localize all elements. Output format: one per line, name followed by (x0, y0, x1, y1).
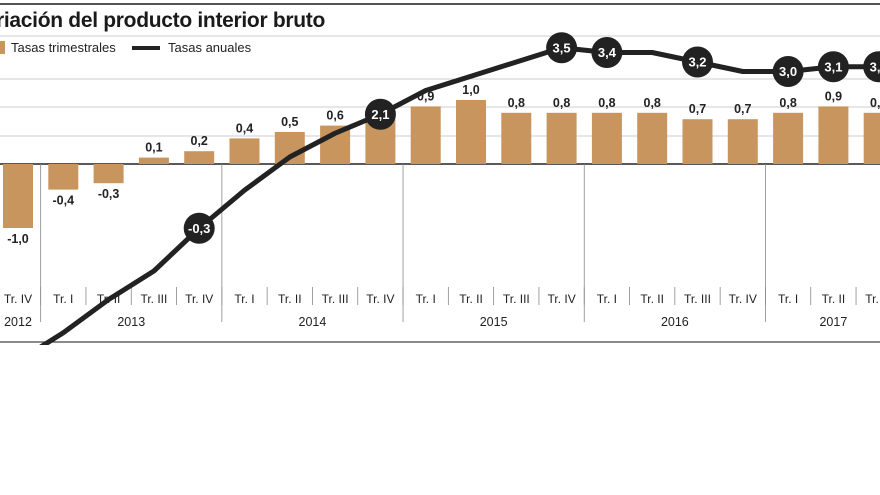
quarter-label-14: Tr. II (640, 292, 664, 306)
bar-label-3: 0,1 (145, 141, 162, 155)
quarter-label-13: Tr. I (597, 292, 617, 306)
quarter-label-18: Tr. II (822, 292, 846, 306)
annual-label-13: 3,4 (598, 45, 617, 60)
bar-label-2: -0,3 (98, 187, 120, 201)
bar-q-18 (818, 106, 849, 164)
bar-label-16: 0,7 (734, 102, 751, 116)
year-label-2014: 2014 (299, 315, 327, 329)
legend-quarterly: Tasas trimestrales (0, 40, 116, 55)
annual-marker-15 (682, 46, 713, 78)
quarter-label-7: Tr. III (322, 292, 349, 306)
annual-marker-18 (817, 51, 849, 83)
quarter-label-17: Tr. I (778, 292, 798, 306)
bar-q-10 (456, 100, 486, 164)
annual-line (39, 45, 880, 345)
quarter-label-12: Tr. IV (547, 292, 575, 306)
bar-q-19 (863, 112, 880, 164)
quarter-label-5: Tr. I (234, 292, 254, 306)
bar-q-17 (773, 112, 804, 164)
annual-label-17: 3,0 (779, 64, 797, 79)
bar-label-10: 1,0 (462, 83, 479, 97)
bar-q-12 (546, 112, 577, 164)
annual-marker-17 (772, 56, 804, 87)
year-label-2013: 2013 (117, 315, 145, 329)
year-label-2015: 2015 (480, 315, 508, 329)
bar-label-5: 0,4 (236, 121, 253, 135)
bar-label-13: 0,8 (598, 96, 615, 110)
legend-annual-label: Tasas anuales (168, 40, 252, 55)
bar-label-1: -0,4 (53, 194, 75, 208)
quarter-label-8: Tr. IV (366, 292, 394, 306)
bar-label-12: 0,8 (553, 96, 570, 110)
top-rule (0, 3, 880, 5)
gdp-chart: -1,0 -0,4 -0,3 0,1 0,2 0,4 0,5 0,6 0,7 0,9 1,0 0,8 0… (0, 32, 880, 345)
annual-marker-12 (546, 32, 578, 64)
legend-annual: Tasas anuales (132, 40, 251, 55)
bar-q-3 (138, 157, 169, 164)
bar-label-7: 0,6 (326, 109, 343, 123)
quarter-label-11: Tr. III (503, 292, 530, 306)
bar-q-14 (637, 112, 668, 164)
bar-q-15 (682, 119, 713, 164)
quarter-label-4: Tr. IV (185, 292, 213, 306)
legend-quarterly-label: Tasas trimestrales (11, 40, 116, 55)
bar-q-9 (410, 106, 441, 164)
annual-marker-4 (183, 212, 215, 244)
annual-label-18: 3,1 (824, 59, 842, 74)
bar-label-15: 0,7 (689, 102, 706, 116)
annual-label-12: 3,5 (553, 40, 571, 55)
quarter-label-10: Tr. II (459, 292, 483, 306)
chart-title: riación del producto interior bruto (0, 9, 326, 32)
quarter-label-3: Tr. III (140, 292, 167, 306)
bar-label-0: -1,0 (7, 232, 29, 246)
legend-line-swatch (132, 45, 160, 50)
annual-marker-13 (591, 37, 623, 68)
annual-label-19: 3,1 (870, 59, 880, 74)
annual-label-4: -0,3 (188, 221, 210, 236)
quarter-label-16: Tr. IV (729, 292, 757, 306)
bar-label-14: 0,8 (644, 96, 661, 110)
bar-label-19: 0,8 (870, 96, 880, 110)
quarter-label-0: Tr. IV (4, 292, 32, 306)
quarter-label-1: Tr. I (53, 292, 73, 306)
bar-label-4: 0,2 (191, 134, 208, 148)
bar-label-17: 0,8 (779, 96, 796, 110)
year-label-2017: 2017 (819, 315, 847, 329)
year-label-2016: 2016 (661, 315, 689, 329)
annual-label-8: 2,1 (371, 107, 389, 122)
chart-frame: riación del producto interior bruto Tasa… (0, 3, 880, 345)
annual-marker-8 (364, 98, 396, 130)
bar-q-5 (229, 138, 260, 164)
legend-bar-swatch (0, 41, 5, 54)
bar-q-1 (48, 164, 79, 190)
quarter-label-6: Tr. II (278, 292, 302, 306)
bar-q-0 (3, 164, 33, 228)
bar-q-16 (727, 119, 758, 164)
annual-marker-19 (863, 51, 880, 83)
quarter-label-9: Tr. I (416, 292, 436, 306)
quarter-label-19: Tr. III (865, 292, 880, 306)
bar-label-11: 0,8 (508, 96, 525, 110)
bar-q-13 (591, 112, 622, 164)
bar-q-2 (93, 164, 124, 184)
bar-q-4 (184, 151, 215, 164)
annual-label-15: 3,2 (688, 55, 706, 70)
bar-q-11 (501, 112, 532, 164)
bar-label-18: 0,9 (825, 89, 842, 103)
bar-label-6: 0,5 (281, 115, 298, 129)
year-label-2012: 2012 (4, 315, 32, 329)
quarter-label-15: Tr. III (684, 292, 711, 306)
